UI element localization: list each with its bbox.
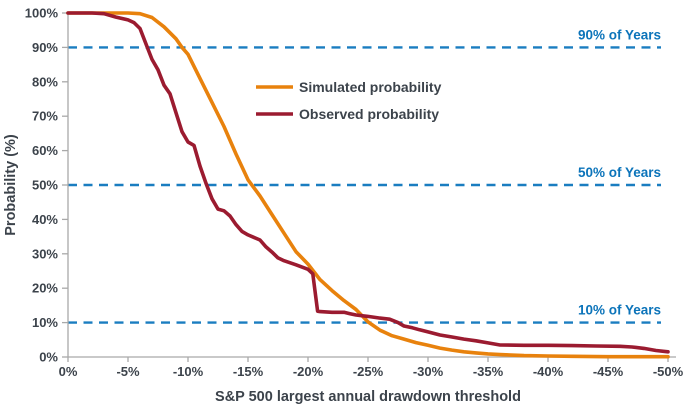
y-tick-label: 100%: [25, 6, 59, 21]
y-tick-label: 0%: [39, 350, 58, 365]
series-lines: [66, 11, 670, 359]
x-tick-label: -45%: [593, 364, 624, 379]
simulated-legend-label: Simulated probability: [299, 79, 442, 95]
ref-label-10pct: 10% of Years: [578, 303, 661, 318]
y-tick-label: 80%: [32, 74, 58, 89]
observed-legend-label: Observed probability: [299, 106, 439, 122]
x-tick-label: -5%: [116, 364, 140, 379]
x-tick-label: -50%: [653, 364, 684, 379]
x-tick-label: 0%: [59, 364, 78, 379]
ref-label-50pct: 50% of Years: [578, 165, 661, 180]
y-tick-label: 20%: [32, 281, 58, 296]
x-tick-label: -10%: [173, 364, 204, 379]
y-tick-label: 40%: [32, 212, 58, 227]
y-tick-label: 50%: [32, 178, 58, 193]
x-tick-label: -25%: [353, 364, 384, 379]
axes: 0% 10% 20% 30% 40% 50% 60% 70% 80% 90% 100% 0% -5% -1…: [25, 6, 684, 380]
x-tick-label: -15%: [233, 364, 264, 379]
y-tick-label: 30%: [32, 246, 58, 261]
y-axis-title: Probability (%): [3, 134, 19, 236]
observed-line: [66, 11, 670, 354]
legend: Simulated probability Observed probabili…: [256, 79, 442, 122]
y-tick-label: 60%: [32, 143, 58, 158]
ref-label-90pct: 90% of Years: [578, 27, 661, 42]
reference-lines: [68, 46, 661, 324]
y-tick-label: 10%: [32, 315, 58, 330]
x-axis-title: S&P 500 largest annual drawdown threshol…: [215, 389, 521, 405]
x-tick-label: -30%: [413, 364, 444, 379]
x-tick-label: -40%: [533, 364, 564, 379]
y-tick-label: 90%: [32, 40, 58, 55]
y-tick-label: 70%: [32, 109, 58, 124]
simulated-line: [66, 11, 670, 359]
x-tick-label: -35%: [473, 364, 504, 379]
x-tick-label: -20%: [293, 364, 324, 379]
